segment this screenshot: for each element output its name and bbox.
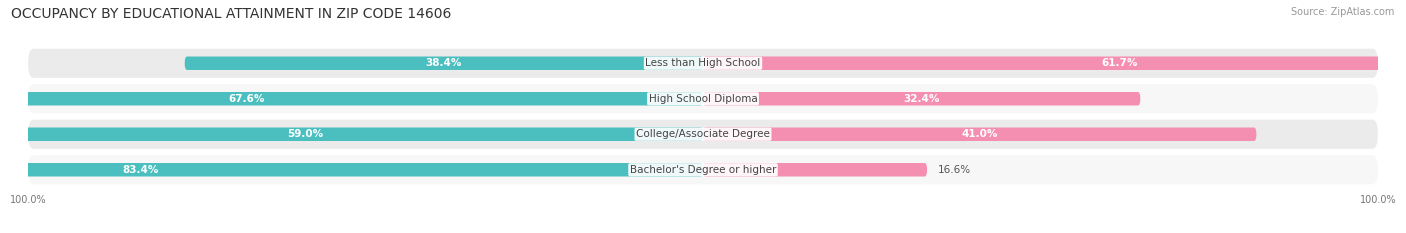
- Text: 59.0%: 59.0%: [287, 129, 323, 139]
- FancyBboxPatch shape: [703, 56, 1406, 70]
- FancyBboxPatch shape: [28, 49, 1378, 78]
- FancyBboxPatch shape: [28, 155, 1378, 184]
- FancyBboxPatch shape: [703, 92, 1140, 106]
- Text: 16.6%: 16.6%: [938, 165, 972, 175]
- FancyBboxPatch shape: [703, 127, 1257, 141]
- FancyBboxPatch shape: [0, 127, 703, 141]
- FancyBboxPatch shape: [184, 56, 703, 70]
- FancyBboxPatch shape: [703, 163, 927, 177]
- FancyBboxPatch shape: [0, 92, 703, 106]
- FancyBboxPatch shape: [28, 120, 1378, 149]
- Text: 67.6%: 67.6%: [229, 94, 264, 104]
- FancyBboxPatch shape: [28, 84, 1378, 113]
- Text: 38.4%: 38.4%: [426, 58, 463, 68]
- Text: Bachelor's Degree or higher: Bachelor's Degree or higher: [630, 165, 776, 175]
- Text: 83.4%: 83.4%: [122, 165, 159, 175]
- Text: Source: ZipAtlas.com: Source: ZipAtlas.com: [1291, 7, 1395, 17]
- Text: Less than High School: Less than High School: [645, 58, 761, 68]
- Text: 61.7%: 61.7%: [1101, 58, 1137, 68]
- Text: 32.4%: 32.4%: [904, 94, 939, 104]
- Text: High School Diploma: High School Diploma: [648, 94, 758, 104]
- Text: OCCUPANCY BY EDUCATIONAL ATTAINMENT IN ZIP CODE 14606: OCCUPANCY BY EDUCATIONAL ATTAINMENT IN Z…: [11, 7, 451, 21]
- Text: 41.0%: 41.0%: [962, 129, 998, 139]
- FancyBboxPatch shape: [0, 163, 703, 177]
- Text: College/Associate Degree: College/Associate Degree: [636, 129, 770, 139]
